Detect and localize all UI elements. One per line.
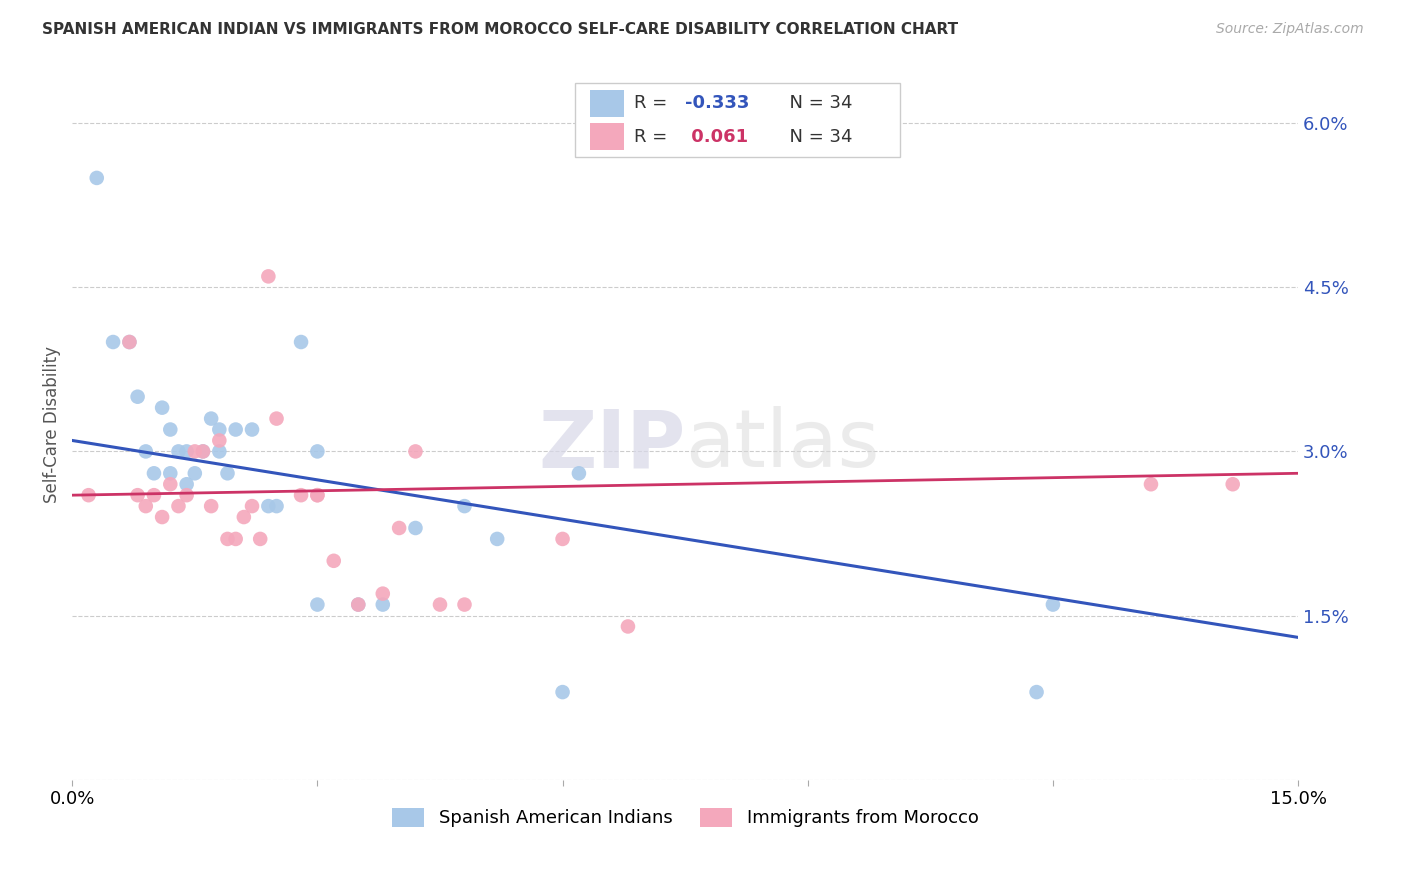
Point: [1042, 598, 1064, 612]
Point: [486, 532, 509, 546]
Point: [118, 334, 141, 349]
Point: [176, 444, 198, 458]
Point: [240, 423, 263, 437]
FancyBboxPatch shape: [575, 83, 900, 157]
Point: [404, 521, 426, 535]
Point: [617, 619, 640, 633]
Point: [208, 423, 231, 437]
Point: [150, 510, 173, 524]
Point: [240, 499, 263, 513]
Point: [176, 477, 198, 491]
Point: [77, 488, 100, 502]
Point: [453, 598, 475, 612]
Text: Source: ZipAtlas.com: Source: ZipAtlas.com: [1216, 22, 1364, 37]
Point: [159, 467, 181, 481]
Point: [249, 532, 271, 546]
Point: [453, 499, 475, 513]
Point: [86, 170, 108, 185]
Point: [142, 488, 165, 502]
Point: [142, 467, 165, 481]
Point: [429, 598, 451, 612]
Point: [217, 532, 239, 546]
Y-axis label: Self-Care Disability: Self-Care Disability: [44, 345, 60, 502]
Point: [307, 488, 329, 502]
Point: [127, 390, 149, 404]
Text: atlas: atlas: [685, 407, 880, 484]
Point: [191, 444, 214, 458]
Point: [217, 467, 239, 481]
Point: [551, 685, 574, 699]
FancyBboxPatch shape: [589, 123, 624, 150]
Point: [347, 598, 370, 612]
Point: [176, 488, 198, 502]
Point: [150, 401, 173, 415]
Point: [225, 423, 247, 437]
Legend: Spanish American Indians, Immigrants from Morocco: Spanish American Indians, Immigrants fro…: [385, 801, 986, 835]
Point: [404, 444, 426, 458]
Text: 0.061: 0.061: [685, 128, 748, 145]
FancyBboxPatch shape: [589, 90, 624, 117]
Point: [184, 444, 207, 458]
Point: [388, 521, 411, 535]
Point: [191, 444, 214, 458]
Text: ZIP: ZIP: [538, 407, 685, 484]
Point: [208, 444, 231, 458]
Point: [135, 499, 157, 513]
Point: [307, 598, 329, 612]
Point: [232, 510, 254, 524]
Point: [307, 488, 329, 502]
Point: [127, 488, 149, 502]
Point: [290, 488, 312, 502]
Point: [184, 467, 207, 481]
Point: [257, 269, 280, 284]
Point: [290, 334, 312, 349]
Point: [322, 554, 344, 568]
Point: [371, 598, 394, 612]
Text: R =: R =: [634, 128, 672, 145]
Point: [167, 499, 190, 513]
Point: [159, 477, 181, 491]
Point: [568, 467, 591, 481]
Point: [118, 334, 141, 349]
Point: [225, 532, 247, 546]
Point: [208, 434, 231, 448]
Text: -0.333: -0.333: [685, 95, 749, 112]
Text: N = 34: N = 34: [779, 95, 853, 112]
Point: [167, 444, 190, 458]
Point: [347, 598, 370, 612]
Point: [135, 444, 157, 458]
Point: [159, 423, 181, 437]
Point: [307, 444, 329, 458]
Text: N = 34: N = 34: [779, 128, 853, 145]
Point: [1222, 477, 1244, 491]
Point: [371, 587, 394, 601]
Point: [200, 499, 222, 513]
Text: SPANISH AMERICAN INDIAN VS IMMIGRANTS FROM MOROCCO SELF-CARE DISABILITY CORRELAT: SPANISH AMERICAN INDIAN VS IMMIGRANTS FR…: [42, 22, 959, 37]
Point: [200, 411, 222, 425]
Point: [1025, 685, 1047, 699]
Point: [266, 499, 288, 513]
Point: [551, 532, 574, 546]
Point: [101, 334, 124, 349]
Text: R =: R =: [634, 95, 672, 112]
Point: [1140, 477, 1163, 491]
Point: [266, 411, 288, 425]
Point: [257, 499, 280, 513]
